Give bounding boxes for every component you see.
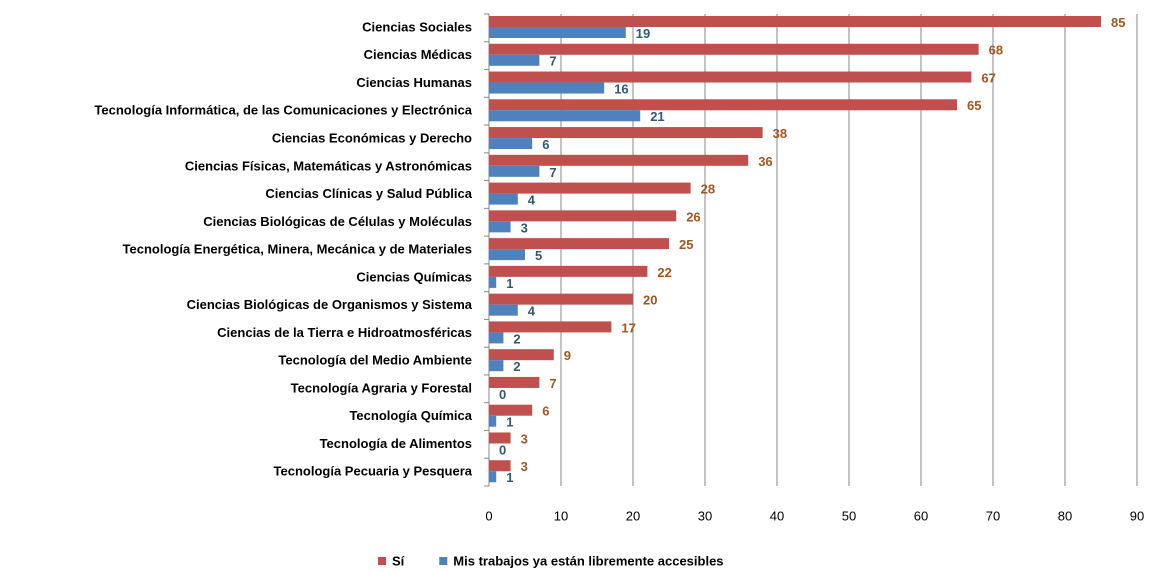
bar (489, 82, 605, 94)
legend-label: Mis trabajos ya están libremente accesib… (453, 553, 723, 568)
y-tick-label: Tecnología del Medio Ambiente (278, 353, 472, 368)
bar (489, 349, 554, 361)
x-tick-label: 30 (698, 508, 712, 523)
value-label: 0 (499, 387, 506, 402)
bar (489, 54, 540, 66)
value-label: 38 (773, 126, 787, 141)
legend-label: Sí (392, 553, 405, 568)
value-label: 3 (521, 220, 528, 235)
y-tick-label: Tecnología de Alimentos (320, 436, 472, 451)
value-label: 16 (614, 81, 628, 96)
bar (489, 265, 648, 277)
y-tick-label: Ciencias Químicas (356, 269, 472, 284)
value-label: 2 (513, 359, 520, 374)
y-tick-label: Tecnología Agraria y Forestal (291, 380, 472, 395)
bar (489, 110, 641, 122)
value-label: 6 (542, 404, 549, 419)
bar (489, 471, 497, 483)
x-tick-label: 40 (770, 508, 784, 523)
bar (489, 304, 518, 316)
value-label: 1 (506, 415, 513, 430)
bar (489, 432, 511, 444)
y-tick-label: Ciencias Biológicas de Organismos y Sist… (187, 297, 473, 312)
value-label: 68 (989, 43, 1003, 58)
x-tick-label: 80 (1058, 508, 1072, 523)
x-tick-label: 50 (842, 508, 856, 523)
value-label: 4 (528, 193, 536, 208)
x-tick-label: 90 (1130, 508, 1144, 523)
value-label: 1 (506, 470, 513, 485)
y-tick-label: Tecnología Informática, de las Comunicac… (94, 103, 472, 118)
x-tick-label: 20 (626, 508, 640, 523)
bar (489, 276, 497, 288)
bar (489, 404, 533, 416)
bar (489, 321, 612, 333)
bar (489, 332, 504, 344)
value-label: 9 (564, 348, 571, 363)
value-label: 3 (521, 431, 528, 446)
bar (489, 376, 540, 388)
legend-swatch (439, 557, 448, 565)
y-tick-label: Ciencias Biológicas de Células y Molécul… (203, 214, 472, 229)
bar (489, 238, 669, 250)
value-label: 6 (542, 137, 549, 152)
y-tick-label: Ciencias Humanas (356, 75, 472, 90)
value-label: 20 (643, 293, 657, 308)
bar (489, 293, 633, 305)
value-label: 67 (981, 70, 995, 85)
x-tick-label: 70 (986, 508, 1000, 523)
x-tick-label: 0 (485, 508, 492, 523)
value-label: 4 (528, 304, 536, 319)
bar (489, 415, 497, 427)
bar (489, 154, 749, 166)
y-tick-label: Tecnología Pecuaria y Pesquera (274, 464, 473, 479)
value-label: 1 (506, 276, 513, 291)
value-label: 21 (650, 109, 664, 124)
value-label: 26 (686, 209, 700, 224)
bar (489, 182, 691, 194)
bar (489, 99, 957, 111)
bar (489, 127, 763, 139)
bar (489, 165, 540, 177)
y-tick-label: Ciencias Físicas, Matemáticas y Astronóm… (185, 158, 472, 173)
bar (489, 16, 1101, 27)
value-label: 25 (679, 237, 693, 252)
y-tick-label: Tecnología Química (349, 408, 472, 423)
y-tick-label: Tecnología Energética, Minera, Mecánica … (123, 242, 472, 257)
legend-swatch (378, 557, 386, 565)
value-label: 5 (535, 248, 542, 263)
value-label: 0 (499, 442, 506, 457)
bar (489, 71, 972, 83)
bar (489, 221, 511, 233)
bar (489, 138, 533, 150)
bar (489, 460, 511, 472)
bar (489, 360, 504, 372)
value-label: 17 (621, 320, 635, 335)
y-tick-label: Ciencias Médicas (364, 47, 472, 62)
value-label: 28 (701, 182, 715, 197)
y-tick-label: Ciencias Económicas y Derecho (272, 130, 472, 145)
value-label: 22 (657, 265, 671, 280)
y-tick-label: Ciencias Clínicas y Salud Pública (265, 186, 472, 201)
value-label: 2 (513, 331, 520, 346)
value-label: 19 (636, 26, 650, 41)
y-tick-label: Ciencias Sociales (362, 19, 472, 34)
value-label: 65 (967, 98, 981, 113)
x-tick-label: 10 (554, 508, 568, 523)
value-label: 85 (1111, 15, 1125, 30)
value-label: 36 (758, 154, 772, 169)
bar (489, 193, 518, 205)
value-label: 3 (521, 459, 528, 474)
bar (489, 210, 677, 222)
y-tick-label: Ciencias de la Tierra e Hidroatmosférica… (217, 325, 472, 340)
value-label: 7 (549, 165, 556, 180)
bar (489, 43, 979, 55)
value-label: 7 (549, 54, 556, 69)
bar (489, 249, 525, 261)
x-tick-label: 60 (914, 508, 928, 523)
bar (489, 27, 626, 38)
value-label: 7 (549, 376, 556, 391)
